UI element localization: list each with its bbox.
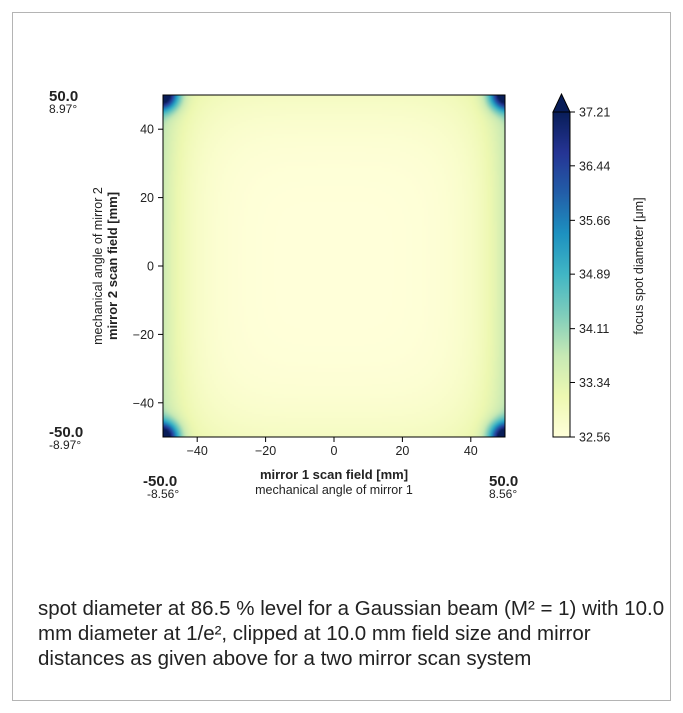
x-axis-secondary-label: mechanical angle of mirror 1 bbox=[255, 483, 413, 497]
y-tick-label: 40 bbox=[140, 123, 154, 137]
colorbar-tick-label: 35.66 bbox=[579, 214, 610, 228]
y-tick-label: 0 bbox=[147, 260, 154, 274]
x-min-field-label: -50.0 bbox=[143, 473, 177, 490]
colorbar-tick-label: 36.44 bbox=[579, 159, 610, 173]
x-tick-label: −40 bbox=[187, 444, 208, 458]
y-max-field-label: 50.0 bbox=[49, 88, 78, 105]
y-min-angle-label: -8.97° bbox=[49, 438, 81, 452]
colorbar: 32.56 33.34 34.11 34.89 35.66 36.44 37.21 focu… bbox=[552, 92, 646, 445]
y-min-field-label: -50.0 bbox=[49, 424, 83, 441]
spot-diameter-chart: −40 −20 0 20 40 −40 −20 0 20 40 mirror 1 scan fi… bbox=[49, 88, 646, 501]
colorbar-extend-arrow bbox=[552, 92, 571, 113]
y-tick-label: −40 bbox=[133, 396, 154, 410]
colorbar-ticks: 32.56 33.34 34.11 34.89 35.66 36.44 37.21 bbox=[570, 106, 610, 445]
x-max-field-label: 50.0 bbox=[489, 473, 518, 490]
y-tick-label: −20 bbox=[133, 328, 154, 342]
colorbar-tick-label: 32.56 bbox=[579, 431, 610, 445]
y-tick-label: 20 bbox=[140, 191, 154, 205]
y-axis: −40 −20 0 20 40 bbox=[133, 123, 163, 410]
x-min-angle-label: -8.56° bbox=[147, 487, 179, 501]
heatmap-plot-area bbox=[162, 94, 506, 438]
x-tick-label: −20 bbox=[255, 444, 276, 458]
y-axis-label: mirror 2 scan field [mm] bbox=[105, 192, 120, 340]
heatmap-image bbox=[163, 95, 505, 437]
colorbar-tick-label: 37.21 bbox=[579, 106, 610, 120]
colorbar-tick-label: 34.11 bbox=[579, 322, 609, 336]
colorbar-tick-label: 34.89 bbox=[579, 268, 610, 282]
figure-caption: spot diameter at 86.5 % level for a Gaus… bbox=[38, 597, 665, 670]
x-tick-label: 0 bbox=[331, 444, 338, 458]
x-axis-label: mirror 1 scan field [mm] bbox=[260, 467, 408, 482]
colorbar-label: focus spot diameter [μm] bbox=[632, 197, 646, 334]
colorbar-gradient bbox=[552, 111, 571, 438]
colorbar-tick-label: 33.34 bbox=[579, 376, 610, 390]
x-axis: −40 −20 0 20 40 bbox=[187, 437, 478, 458]
x-tick-label: 20 bbox=[395, 444, 409, 458]
x-max-angle-label: 8.56° bbox=[489, 487, 517, 501]
x-tick-label: 40 bbox=[464, 444, 478, 458]
figure-panel: −40 −20 0 20 40 −40 −20 0 20 40 mirror 1 scan fi… bbox=[12, 12, 671, 701]
y-axis-secondary-label: mechanical angle of mirror 2 bbox=[91, 187, 105, 345]
y-max-angle-label: 8.97° bbox=[49, 102, 77, 116]
